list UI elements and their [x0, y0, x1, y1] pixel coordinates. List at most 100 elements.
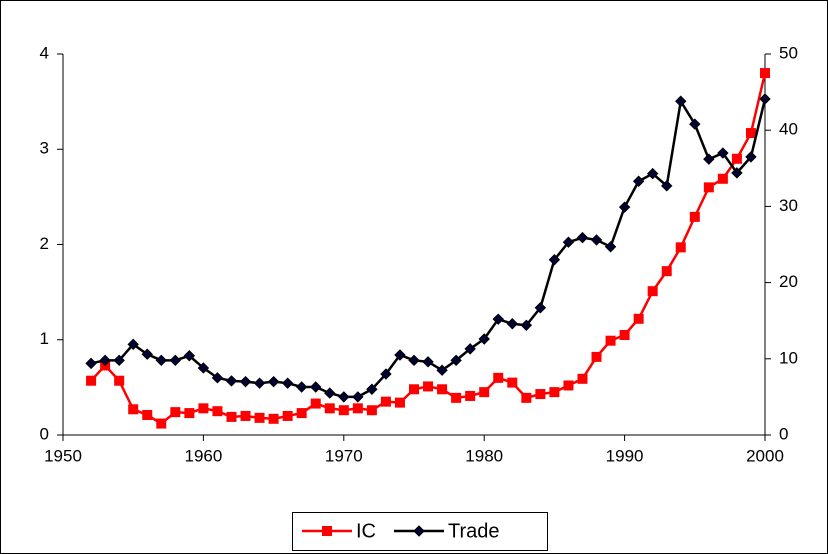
- marker: [590, 234, 603, 246]
- marker: [268, 413, 279, 424]
- x-tick-label: 1960: [184, 446, 222, 465]
- marker: [703, 182, 714, 193]
- marker: [717, 173, 728, 184]
- y-tick-label: 4: [40, 43, 49, 62]
- y2-tick-label: 30: [779, 196, 798, 215]
- y-tick-label: 1: [40, 329, 49, 348]
- marker: [506, 318, 518, 330]
- marker: [324, 403, 335, 414]
- x-tick-label: 1990: [606, 446, 644, 465]
- marker: [535, 389, 546, 400]
- marker: [576, 231, 589, 244]
- marker: [156, 418, 167, 429]
- marker: [254, 412, 265, 423]
- marker: [760, 68, 770, 79]
- marker: [295, 381, 308, 393]
- marker: [717, 147, 729, 159]
- marker: [85, 357, 97, 370]
- marker: [338, 391, 350, 403]
- marker: [675, 95, 687, 107]
- marker: [647, 286, 658, 297]
- marker: [86, 375, 97, 386]
- marker: [183, 350, 196, 362]
- y2-tick-label: 10: [779, 348, 798, 367]
- y2-tick-label: 20: [779, 272, 798, 291]
- marker: [239, 375, 252, 388]
- marker: [338, 405, 349, 416]
- marker: [324, 387, 336, 399]
- marker: [632, 175, 645, 187]
- marker: [675, 242, 686, 253]
- marker: [296, 408, 307, 419]
- marker: [170, 407, 181, 418]
- marker: [605, 335, 616, 346]
- legend-label: Trade: [448, 520, 500, 542]
- x-tick-label: 2000: [746, 446, 784, 465]
- x-tick-label: 1980: [465, 446, 503, 465]
- y-tick-label: 2: [40, 234, 49, 253]
- marker: [591, 351, 602, 362]
- marker: [423, 381, 434, 392]
- marker: [281, 377, 294, 389]
- y-tick-label: 0: [40, 424, 49, 443]
- marker: [507, 377, 518, 388]
- marker: [731, 167, 743, 179]
- legend-marker: [322, 526, 332, 536]
- marker: [521, 392, 532, 403]
- marker: [422, 356, 434, 368]
- marker: [394, 397, 405, 408]
- marker: [282, 410, 293, 421]
- marker: [703, 153, 715, 165]
- marker: [451, 392, 462, 403]
- marker: [310, 398, 321, 409]
- marker: [646, 167, 659, 180]
- marker: [184, 408, 195, 419]
- marker: [689, 211, 700, 222]
- marker: [759, 93, 771, 105]
- marker: [745, 128, 756, 139]
- marker: [409, 384, 419, 395]
- marker: [436, 364, 448, 376]
- y2-tick-label: 50: [779, 43, 798, 62]
- marker: [127, 338, 139, 351]
- marker: [267, 375, 280, 388]
- marker: [618, 201, 631, 213]
- marker: [253, 377, 266, 389]
- marker: [548, 254, 561, 266]
- marker: [114, 375, 125, 386]
- marker: [141, 348, 153, 360]
- marker: [437, 384, 448, 395]
- marker: [226, 411, 237, 422]
- marker: [310, 381, 322, 393]
- marker: [563, 380, 574, 391]
- marker: [549, 387, 560, 398]
- marker: [380, 368, 392, 380]
- y-tick-label: 3: [40, 139, 49, 158]
- legend-label: IC: [356, 520, 376, 542]
- marker: [577, 373, 588, 384]
- marker: [198, 403, 209, 414]
- marker: [128, 404, 139, 415]
- marker: [169, 354, 182, 367]
- marker: [380, 396, 391, 407]
- marker: [661, 180, 673, 192]
- marker: [366, 405, 377, 416]
- marker: [240, 410, 251, 421]
- y2-tick-label: 0: [779, 424, 788, 443]
- marker: [479, 387, 490, 398]
- marker: [534, 302, 547, 314]
- marker: [661, 266, 672, 277]
- marker: [99, 354, 111, 367]
- marker: [493, 372, 504, 383]
- y2-tick-label: 40: [779, 120, 798, 139]
- marker: [478, 333, 490, 345]
- marker: [745, 151, 757, 163]
- marker: [731, 153, 742, 164]
- marker: [450, 354, 462, 367]
- marker: [394, 349, 406, 361]
- marker: [352, 391, 364, 403]
- marker: [492, 313, 504, 325]
- marker: [155, 354, 167, 367]
